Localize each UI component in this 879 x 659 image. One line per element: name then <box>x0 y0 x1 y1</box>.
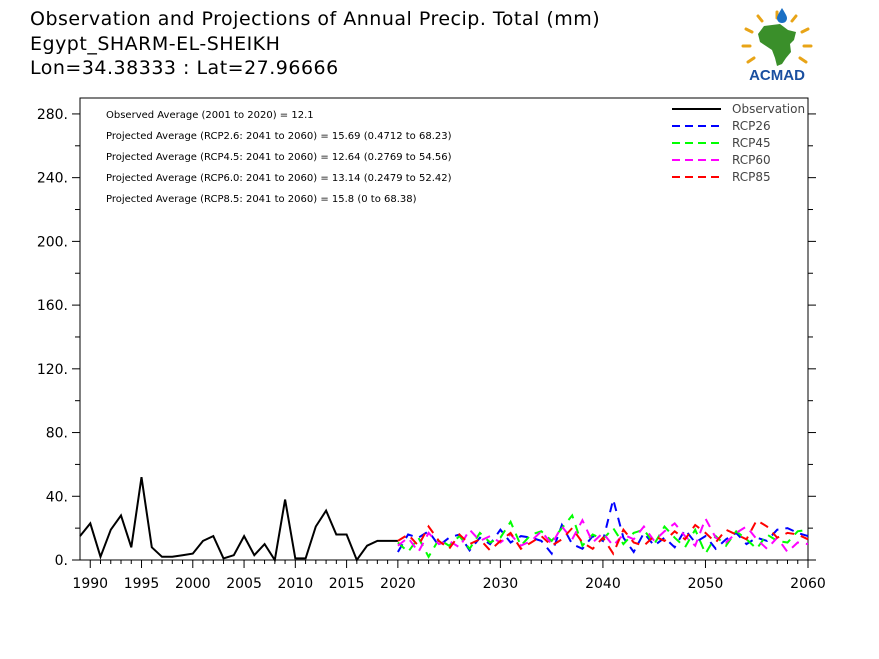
africa-map-icon <box>758 24 796 66</box>
series-group <box>79 477 809 563</box>
x-tick-label: 2015 <box>329 576 365 592</box>
location-label: Egypt_SHARM-EL-SHEIKH <box>30 33 281 55</box>
y-tick-label: 240. <box>37 171 68 187</box>
x-tick-label: 1990 <box>72 576 108 592</box>
x-tick-label: 2060 <box>790 576 826 592</box>
sun-rays-icon <box>741 10 813 64</box>
x-tick-label: 2050 <box>688 576 724 592</box>
series-line-rcp85 <box>397 518 809 556</box>
x-tick-label: 2030 <box>483 576 519 592</box>
acmad-logo: ACMAD <box>741 8 813 84</box>
average-annotation: Projected Average (RCP6.0: 2041 to 2060)… <box>106 173 452 184</box>
average-annotation: Observed Average (2001 to 2020) = 12.1 <box>106 110 314 121</box>
logo-text: ACMAD <box>749 67 805 84</box>
x-tick-label: 2000 <box>175 576 211 592</box>
legend-label-rcp26: RCP26 <box>732 119 771 133</box>
x-tick-label: 1995 <box>124 576 160 592</box>
coordinates-label: Lon=34.38333 : Lat=27.96666 <box>30 57 339 79</box>
y-tick-label: 120. <box>37 362 68 378</box>
x-tick-label: 2040 <box>585 576 621 592</box>
water-drop-icon <box>777 8 787 23</box>
x-tick-label: 2010 <box>278 576 314 592</box>
y-tick-label: 160. <box>37 298 68 314</box>
y-tick-label: 80. <box>46 426 68 442</box>
chart-title: Observation and Projections of Annual Pr… <box>30 8 601 30</box>
legend-label-observation: Observation <box>732 102 805 116</box>
legend-label-rcp45: RCP45 <box>732 136 771 150</box>
series-line-observation <box>79 477 398 563</box>
x-tick-label: 2005 <box>226 576 262 592</box>
average-annotation: Projected Average (RCP4.5: 2041 to 2060)… <box>106 152 452 163</box>
series-line-rcp26 <box>397 499 809 556</box>
legend-label-rcp60: RCP60 <box>732 153 771 167</box>
series-line-rcp45 <box>397 513 809 559</box>
average-annotation: Projected Average (RCP2.6: 2041 to 2060)… <box>106 131 452 142</box>
series-line-rcp60 <box>397 516 809 554</box>
plot-frame <box>79 97 809 561</box>
y-tick-label: 0. <box>55 553 68 569</box>
x-tick-label: 2020 <box>380 576 416 592</box>
legend-label-rcp85: RCP85 <box>732 170 771 184</box>
average-annotation: Projected Average (RCP8.5: 2041 to 2060)… <box>106 194 417 205</box>
y-tick-label: 200. <box>37 234 68 250</box>
y-tick-label: 280. <box>37 107 68 123</box>
y-tick-label: 40. <box>46 489 68 505</box>
